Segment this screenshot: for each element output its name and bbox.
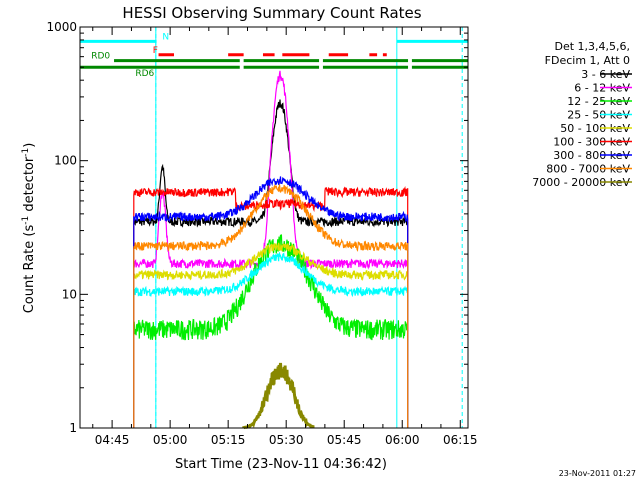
- y-axis-label-sup-2: -1: [21, 148, 31, 157]
- x-tick-label-1: 05:00: [153, 433, 188, 447]
- series-line-8: [242, 362, 315, 430]
- y-axis-label-mid: detector: [22, 156, 37, 216]
- y-tick-label-1: 10: [62, 287, 77, 301]
- x-axis-label: Start Time (23-Nov-11 04:36:42): [175, 457, 387, 472]
- x-tick-label-4: 05:45: [327, 433, 362, 447]
- legend-header-1: Det 1,3,4,5,6,: [554, 40, 630, 53]
- y-axis-label-sup: -1: [21, 216, 31, 225]
- legend-entry-5: 100 - 300 keV: [553, 136, 630, 149]
- legend-entry-3: 25 - 50 keV: [567, 109, 630, 122]
- y-tick-label-2: 100: [54, 154, 77, 168]
- data-layer: [133, 27, 463, 430]
- legend-entry-2: 12 - 25 keV: [567, 95, 630, 108]
- legend-entry-4: 50 - 100 keV: [560, 122, 630, 135]
- plot-frame: [79, 26, 469, 429]
- x-tick-label-6: 06:15: [443, 433, 478, 447]
- status-label-F: F: [153, 46, 158, 56]
- status-label-N: N: [162, 32, 169, 42]
- series-line-3: [133, 251, 409, 428]
- y-tick-label-3: 1000: [46, 20, 77, 34]
- legend-header-2: FDecim 1, Att 0: [545, 54, 630, 67]
- y-axis-label: Count Rate (s-1 detector-1): [21, 143, 37, 314]
- x-tick-label-0: 04:45: [95, 433, 130, 447]
- series-line-1: [133, 70, 409, 428]
- series-line-4: [133, 242, 409, 428]
- series-line-2: [133, 234, 409, 428]
- legend-entry-7: 800 - 7000 keV: [546, 163, 630, 176]
- legend-entry-6: 300 - 800 keV: [553, 149, 630, 162]
- y-axis-label-main: Count Rate (s: [22, 225, 37, 314]
- x-tick-label-3: 05:30: [269, 433, 304, 447]
- status-label-RD0: RD0: [91, 52, 110, 62]
- legend: Det 1,3,4,5,6, FDecim 1, Att 0 3 - 6 keV…: [532, 40, 632, 189]
- series-line-5: [133, 186, 409, 428]
- series-line-6: [133, 176, 409, 428]
- x-tick-label-2: 05:15: [211, 433, 246, 447]
- axes: 1 10 100 1000 04:45 05:00 05:15 05:30 05:45 06:00…: [46, 20, 477, 447]
- footer-timestamp: 23-Nov-2011 01:27: [559, 469, 636, 478]
- status-bars: NF RD0 RD6: [80, 32, 468, 79]
- series-line-7: [133, 183, 409, 428]
- y-axis-label-close: ): [22, 143, 37, 148]
- y-tick-label-0: 1: [69, 421, 77, 435]
- x-tick-label-5: 06:00: [385, 433, 420, 447]
- chart-title: HESSI Observing Summary Count Rates: [122, 4, 421, 22]
- legend-entry-8: 7000 - 20000 keV: [532, 176, 630, 189]
- status-label-RD6: RD6: [135, 69, 154, 79]
